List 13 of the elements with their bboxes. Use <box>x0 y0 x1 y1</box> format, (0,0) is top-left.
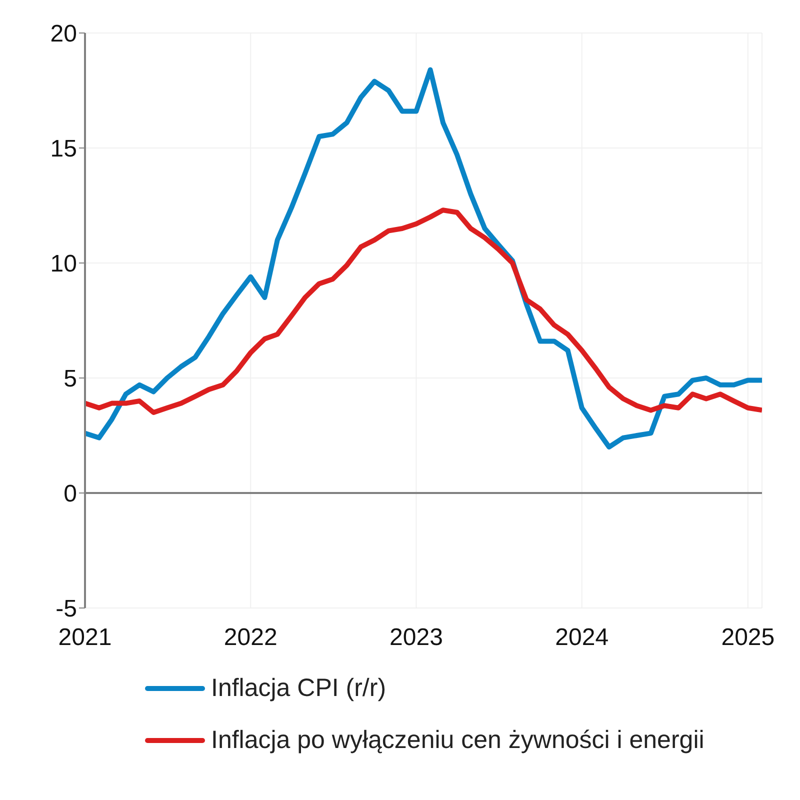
x-tick-label: 2021 <box>58 624 112 652</box>
y-tick-label: 0 <box>64 480 77 508</box>
y-tick-label: 10 <box>50 250 77 278</box>
y-tick-label: 20 <box>50 20 77 48</box>
y-tick-label: 15 <box>50 136 77 163</box>
x-tick-label: 2023 <box>390 624 443 652</box>
legend-label: Inflacja CPI (r/r) <box>211 674 386 702</box>
x-tick-label: 2024 <box>555 624 609 652</box>
x-tick-label: 2025 <box>721 624 775 652</box>
y-tick-label: 5 <box>64 366 77 393</box>
y-tick-label: -5 <box>56 596 77 623</box>
legend-label: Inflacja po wyłączeniu cen żywności i energii <box>211 726 704 754</box>
x-tick-label: 2022 <box>224 624 278 652</box>
